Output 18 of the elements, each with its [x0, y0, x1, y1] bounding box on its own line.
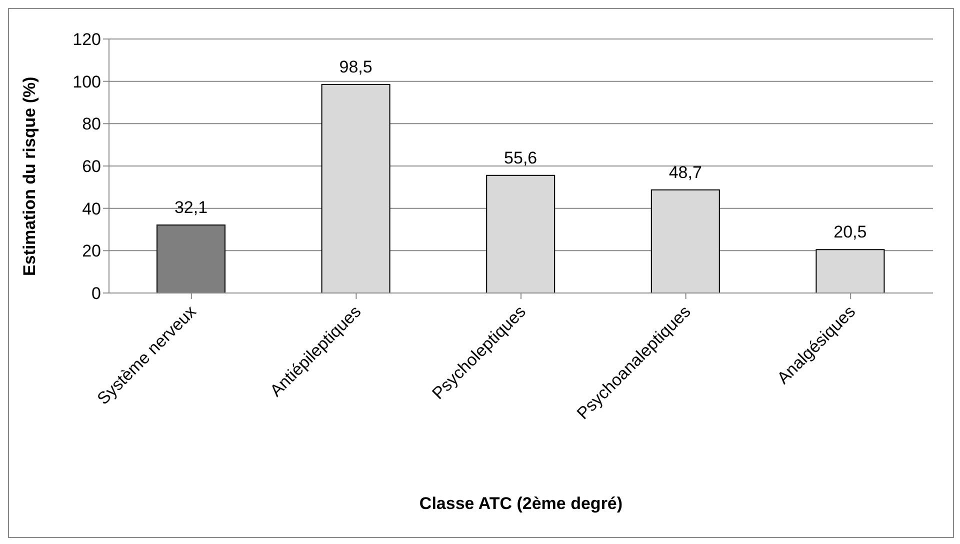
- data-label: 48,7: [668, 162, 702, 182]
- x-axis-title: Classe ATC (2ème degré): [419, 494, 623, 513]
- bar: [321, 84, 390, 293]
- bar: [486, 174, 556, 293]
- y-tick-label: 0: [92, 284, 101, 304]
- data-label: 32,1: [174, 198, 208, 218]
- data-label: 55,6: [504, 148, 538, 168]
- bar: [816, 249, 885, 293]
- y-tick-label: 100: [72, 72, 101, 92]
- y-axis-title: Estimation du risque (%): [20, 76, 40, 276]
- y-tick-label: 80: [82, 114, 101, 134]
- data-label: 98,5: [339, 58, 372, 77]
- y-tick-label: 120: [72, 30, 101, 50]
- y-tick-label: 60: [82, 157, 101, 176]
- bar: [650, 189, 720, 293]
- data-label: 20,5: [834, 222, 867, 242]
- y-tick-label: 20: [82, 242, 101, 261]
- y-tick-label: 40: [82, 199, 101, 218]
